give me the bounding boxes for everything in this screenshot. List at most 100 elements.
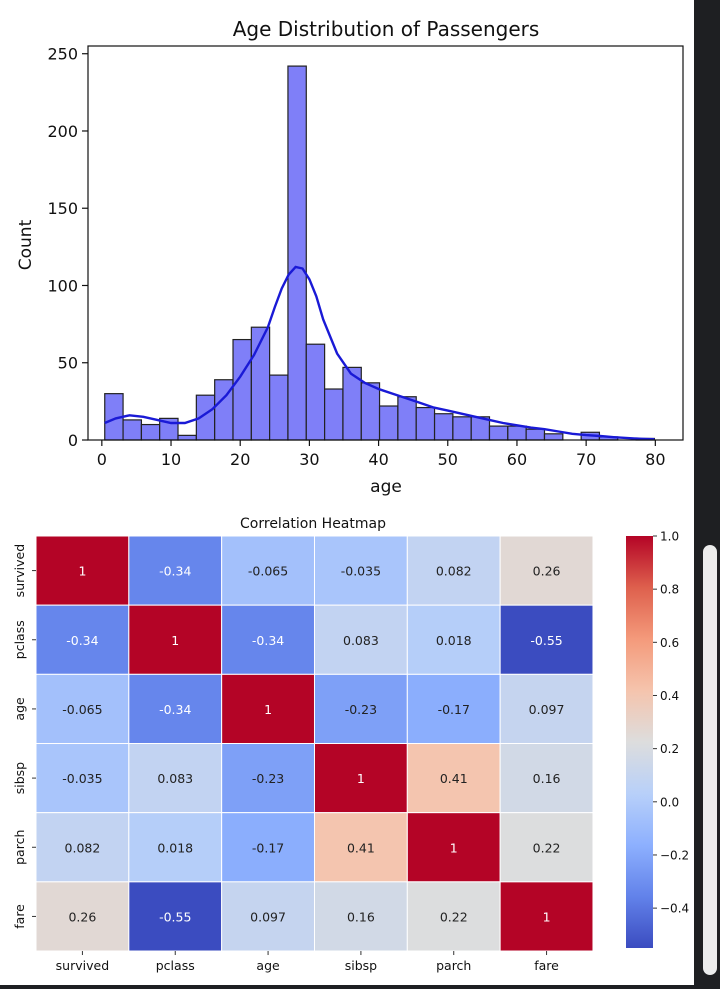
heatmap-y-label: age (12, 697, 27, 721)
heatmap-y-label: pclass (12, 620, 27, 659)
heatmap-cell (128, 604, 223, 675)
x-tick-label: 80 (645, 450, 665, 469)
heatmap-cell-value: 0.26 (68, 909, 96, 924)
histogram-bar (360, 382, 381, 441)
heatmap-x-label: survived (56, 958, 109, 973)
y-tick-label: 0 (68, 431, 78, 450)
kde-line (104, 265, 655, 441)
histogram-bar (232, 338, 252, 441)
heatmap-cell-value: 0.16 (347, 909, 375, 924)
histogram-kde (104, 265, 655, 441)
heatmap-cell-value: 0.22 (440, 909, 468, 924)
heatmap-cell-value: 0.083 (157, 771, 193, 786)
heatmap-cell-value: -0.55 (530, 633, 562, 648)
heatmap-cell (35, 812, 130, 883)
x-tick-label: 50 (438, 450, 458, 469)
histogram-bar (287, 65, 307, 441)
histogram-bar (269, 374, 289, 441)
colorbar-tick-label: 0.6 (660, 636, 679, 650)
heatmap-cell-value: -0.23 (252, 771, 284, 786)
histogram-ylabel: Count (16, 219, 36, 270)
histogram-bar (324, 388, 344, 441)
histogram-axes: 0 10 20 30 40 50 60 70 80 0 50 100 150 200 250 (47, 45, 684, 469)
heatmap-cell (313, 535, 408, 606)
heatmap-x-label: age (256, 958, 280, 973)
heatmap-cell-value: 1 (543, 909, 551, 924)
heatmap-cell-value: -0.34 (252, 633, 284, 648)
x-tick-label: 30 (299, 450, 319, 469)
heatmap-cell-value: 1 (357, 771, 365, 786)
heatmap-colorbar: 1.0 0.8 0.6 0.4 0.2 0.0 −0.2 −0.4 (626, 530, 689, 948)
heatmap-y-label: sibsp (12, 762, 27, 794)
colorbar-tick-label: 0.8 (660, 583, 679, 597)
histogram-bar (305, 343, 326, 441)
heatmap-cell (128, 535, 223, 606)
histogram-bar (378, 405, 399, 441)
figure-canvas: Age Distribution of Passengers age Count… (0, 0, 694, 985)
histogram-bar (525, 428, 546, 441)
heatmap-cell-value: -0.23 (345, 702, 377, 717)
heatmap-cell-value: 1 (78, 564, 86, 579)
histogram-frame (87, 45, 684, 441)
y-tick-label: 100 (47, 276, 78, 295)
heatmap-cell-value: -0.17 (438, 702, 470, 717)
heatmap-cells: 1 -0.34 -0.065 -0.035 0.082 0.26 -0.34 1 -0.34 0.… (35, 535, 594, 952)
histogram-title: Age Distribution of Passengers (233, 17, 540, 41)
heatmap-cell-value: 1 (171, 633, 179, 648)
heatmap-cell-value: -0.17 (252, 840, 284, 855)
heatmap-cell-value: 0.083 (343, 633, 379, 648)
heatmap-cell (128, 881, 223, 952)
x-tick-label: 70 (576, 450, 596, 469)
colorbar-tick-label: −0.4 (660, 902, 689, 916)
heatmap-cell (313, 812, 408, 883)
x-tick-label: 10 (161, 450, 181, 469)
heatmap-cell (313, 604, 408, 675)
colorbar-tick-label: 1.0 (660, 530, 679, 544)
scrollbar-thumb[interactable] (703, 545, 717, 975)
heatmap-cell (35, 881, 130, 952)
heatmap-cell (35, 535, 130, 606)
heatmap-cell (221, 673, 315, 745)
histogram-xlabel: age (370, 477, 402, 497)
heatmap-cell (499, 881, 594, 952)
histogram-bar (507, 425, 527, 441)
heatmap-cell (313, 881, 408, 952)
x-tick-label: 0 (97, 450, 107, 469)
histogram-bar (122, 419, 143, 441)
heatmap-cell-value: 1 (264, 702, 272, 717)
heatmap-cell-value: 0.097 (529, 702, 565, 717)
figure-svg: Age Distribution of Passengers age Count… (12, 17, 689, 973)
heatmap-cell (128, 673, 223, 745)
heatmap-cell (499, 604, 594, 675)
heatmap-cell-value: -0.035 (341, 564, 381, 579)
heatmap-cell-value: -0.34 (159, 564, 191, 579)
heatmap-cell (221, 743, 315, 814)
heatmap-y-label: fare (12, 904, 27, 929)
histogram-bar (452, 416, 472, 441)
heatmap-labels: survived survived pclass pclass age age sibsp s… (12, 544, 559, 973)
heatmap-cell-value: 0.082 (65, 840, 101, 855)
heatmap-cell (221, 535, 315, 606)
heatmap-cell (406, 812, 501, 883)
x-tick-label: 20 (230, 450, 250, 469)
heatmap-cell (499, 535, 594, 606)
y-tick-label: 50 (58, 354, 78, 373)
heatmap-cell-value: 0.22 (533, 840, 561, 855)
heatmap-y-label: parch (12, 830, 27, 865)
heatmap-cell-value: 0.41 (440, 771, 468, 786)
heatmap-cell (313, 673, 408, 745)
heatmap-x-label: parch (436, 958, 471, 973)
y-tick-label: 250 (47, 45, 78, 64)
colorbar-tick-label: 0.2 (660, 742, 679, 756)
colorbar-tick-label: 0.0 (660, 795, 679, 809)
heatmap-cell (406, 604, 501, 675)
heatmap-y-label: survived (12, 544, 27, 597)
histogram-bar (140, 423, 161, 441)
heatmap-cell-value: -0.55 (159, 909, 191, 924)
heatmap-cell (499, 812, 594, 883)
heatmap-cell-value: -0.065 (248, 564, 288, 579)
histogram-bar (433, 413, 454, 441)
colorbar-tick-label: 0.4 (660, 689, 679, 703)
heatmap-x-label: sibsp (345, 958, 377, 973)
heatmap-cell-value: -0.065 (62, 702, 102, 717)
